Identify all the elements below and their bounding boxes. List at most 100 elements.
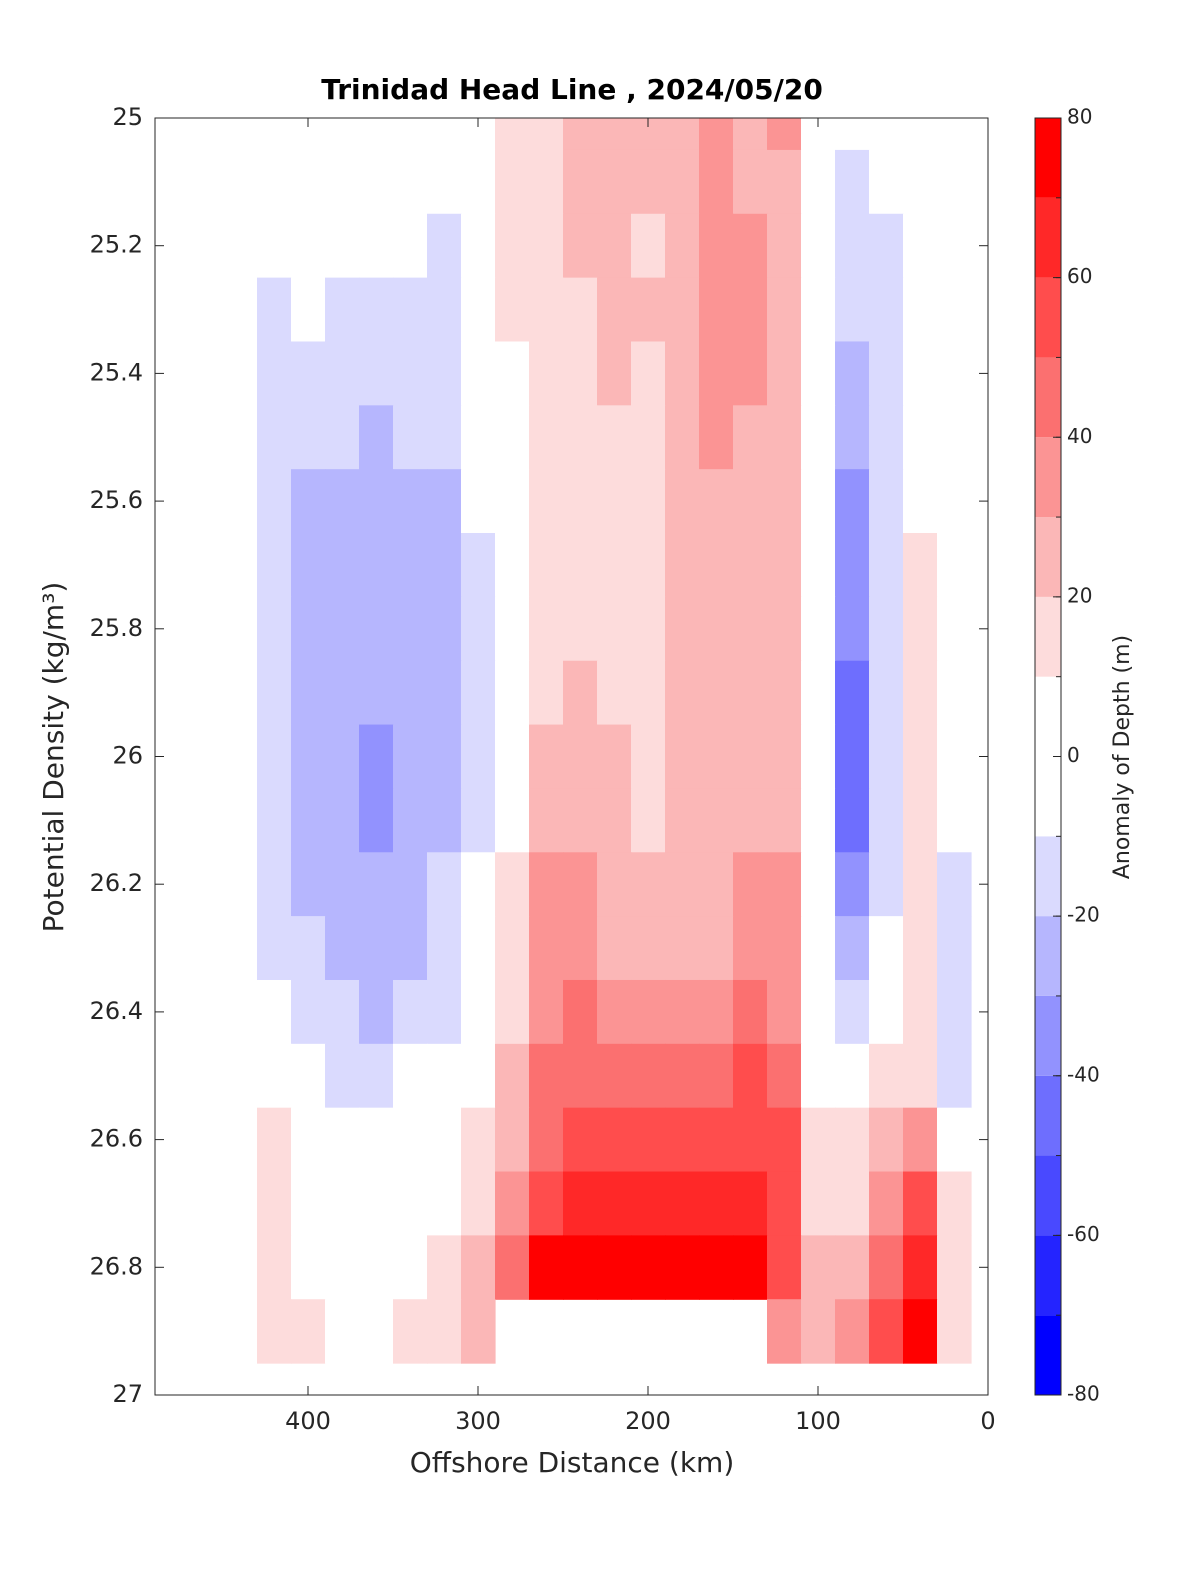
contour-cell bbox=[767, 916, 802, 981]
colorbar-segment bbox=[1035, 1075, 1061, 1156]
contour-cell bbox=[257, 1043, 292, 1109]
contour-cell bbox=[801, 213, 836, 279]
contour-cell bbox=[257, 852, 292, 917]
contour-cell bbox=[699, 118, 734, 151]
contour-cell bbox=[291, 405, 326, 470]
contour-cell bbox=[869, 724, 904, 790]
contour-cell bbox=[767, 118, 802, 151]
contour-cell bbox=[937, 277, 972, 343]
contour-cell bbox=[529, 660, 564, 726]
contour-cell bbox=[801, 660, 836, 726]
contour-cell bbox=[291, 533, 326, 598]
contour-cell bbox=[665, 118, 700, 151]
contour-cell bbox=[937, 1235, 972, 1300]
contour-cell bbox=[393, 213, 428, 279]
contour-cell bbox=[835, 979, 870, 1045]
contour-cell bbox=[699, 660, 734, 726]
contour-cell bbox=[699, 979, 734, 1045]
contour-cell bbox=[359, 979, 394, 1045]
contour-cell bbox=[665, 405, 700, 470]
contour-cell bbox=[733, 1107, 768, 1173]
y-tick-label: 25.6 bbox=[90, 486, 143, 514]
colorbar-tick-label: -80 bbox=[1067, 1382, 1100, 1406]
contour-cell bbox=[631, 724, 666, 790]
contour-cell bbox=[835, 788, 870, 853]
contour-cell bbox=[563, 1107, 598, 1173]
contour-cell bbox=[257, 916, 292, 981]
colorbar-tick-label: 80 bbox=[1067, 105, 1092, 129]
contour-cell bbox=[869, 916, 904, 981]
contour-cell bbox=[597, 1043, 632, 1109]
contour-fill bbox=[257, 118, 972, 1364]
contour-cell bbox=[529, 213, 564, 279]
contour-cell bbox=[767, 213, 802, 279]
contour-cell bbox=[801, 1171, 836, 1236]
contour-cell bbox=[393, 149, 428, 215]
contour-cell bbox=[903, 788, 938, 853]
contour-cell bbox=[631, 852, 666, 917]
contour-cell bbox=[291, 852, 326, 917]
contour-cell bbox=[325, 1235, 360, 1300]
contour-cell bbox=[597, 277, 632, 343]
contour-cell bbox=[869, 788, 904, 853]
contour-cell bbox=[937, 1043, 972, 1109]
contour-cell bbox=[495, 341, 530, 406]
contour-cell bbox=[257, 213, 292, 279]
contour-cell bbox=[563, 469, 598, 534]
contour-cell bbox=[393, 979, 428, 1045]
contour-cell bbox=[733, 660, 768, 726]
contour-cell bbox=[665, 788, 700, 853]
contour-cell bbox=[359, 1107, 394, 1173]
contour-cell bbox=[665, 979, 700, 1045]
contour-cell bbox=[733, 1235, 768, 1300]
contour-cell bbox=[325, 213, 360, 279]
contour-cell bbox=[597, 469, 632, 534]
contour-cell bbox=[903, 118, 938, 151]
contour-cell bbox=[325, 979, 360, 1045]
contour-cell bbox=[869, 1043, 904, 1109]
contour-cell bbox=[801, 1299, 836, 1364]
contour-cell bbox=[461, 724, 496, 790]
contour-cell bbox=[767, 533, 802, 598]
contour-cell bbox=[529, 788, 564, 853]
contour-cell bbox=[495, 213, 530, 279]
contour-cell bbox=[495, 788, 530, 853]
contour-cell bbox=[291, 1043, 326, 1109]
contour-cell bbox=[699, 916, 734, 981]
contour-cell bbox=[903, 1043, 938, 1109]
contour-cell bbox=[393, 1235, 428, 1300]
contour-cell bbox=[461, 1171, 496, 1236]
contour-cell bbox=[597, 118, 632, 151]
colorbar-segment bbox=[1035, 118, 1061, 198]
contour-cell bbox=[359, 916, 394, 981]
x-tick-label: 200 bbox=[625, 1407, 671, 1435]
contour-cell bbox=[359, 405, 394, 470]
contour-cell bbox=[495, 916, 530, 981]
contour-cell bbox=[835, 118, 870, 151]
contour-cell bbox=[427, 405, 462, 470]
contour-cell bbox=[801, 916, 836, 981]
contour-cell bbox=[733, 852, 768, 917]
contour-cell bbox=[937, 405, 972, 470]
contour-cell bbox=[597, 979, 632, 1045]
contour-cell bbox=[835, 341, 870, 406]
contour-cell bbox=[529, 533, 564, 598]
contour-cell bbox=[359, 1171, 394, 1236]
contour-cell bbox=[801, 405, 836, 470]
contour-cell bbox=[597, 533, 632, 598]
contour-cell bbox=[631, 596, 666, 662]
contour-cell bbox=[869, 1171, 904, 1236]
y-tick-label: 26.2 bbox=[90, 869, 143, 897]
contour-cell bbox=[903, 852, 938, 917]
y-tick-label: 26.6 bbox=[90, 1125, 143, 1153]
contour-cell bbox=[801, 341, 836, 406]
contour-cell bbox=[325, 596, 360, 662]
contour-cell bbox=[563, 405, 598, 470]
contour-cell bbox=[631, 469, 666, 534]
contour-cell bbox=[529, 469, 564, 534]
contour-cell bbox=[835, 213, 870, 279]
colorbar-segment bbox=[1035, 1155, 1061, 1236]
contour-cell bbox=[359, 469, 394, 534]
contour-cell bbox=[257, 277, 292, 343]
contour-cell bbox=[903, 469, 938, 534]
